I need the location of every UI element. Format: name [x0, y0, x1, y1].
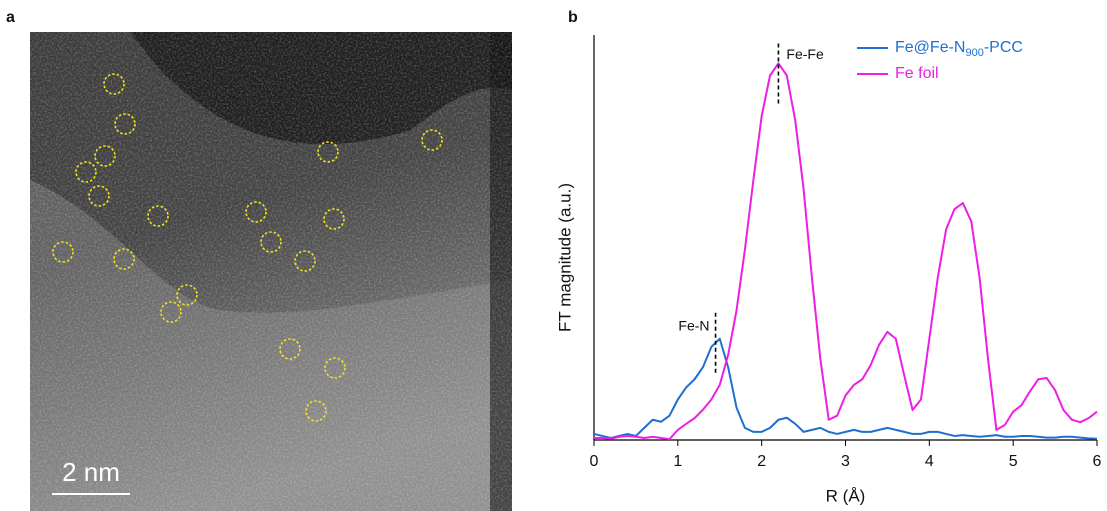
x-tick-label: 1: [673, 453, 682, 470]
y-axis-label: FT magnitude (a.u.): [555, 183, 574, 332]
panel-label: a: [6, 9, 15, 26]
panel-label: b: [568, 9, 578, 26]
x-tick-label: 2: [757, 453, 766, 470]
scale-bar-label: 2 nm: [62, 457, 120, 487]
x-tick-label: 6: [1093, 453, 1102, 470]
legend-label: Fe foil: [895, 65, 939, 82]
x-tick-label: 3: [841, 453, 850, 470]
x-axis-label: R (Å): [826, 486, 866, 505]
annotation: Fe-N: [678, 318, 709, 334]
x-tick-label: 0: [590, 453, 599, 470]
x-tick-label: 5: [1009, 453, 1018, 470]
micrograph: [30, 32, 512, 511]
line-series: [593, 337, 1098, 440]
line-series: [594, 62, 1098, 441]
legend-label: Fe@Fe-N900-PCC: [895, 39, 1023, 59]
annotation: Fe-Fe: [786, 46, 824, 62]
x-tick-label: 4: [925, 453, 934, 470]
